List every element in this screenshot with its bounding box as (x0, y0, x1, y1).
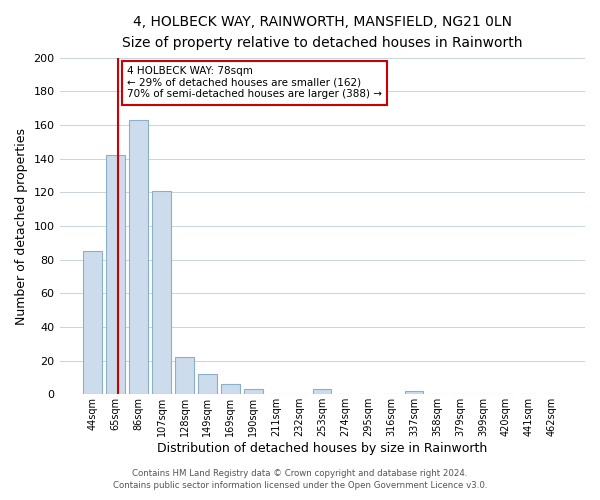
Bar (130, 120, 148, 394)
Bar (106, 156, 125, 394)
Bar (175, 358, 194, 395)
Text: 4 HOLBECK WAY: 78sqm
← 29% of detached houses are smaller (162)
70% of semi-deta: 4 HOLBECK WAY: 78sqm ← 29% of detached h… (127, 66, 382, 100)
Bar (152, 190, 170, 394)
Bar (198, 374, 217, 394)
Text: Contains HM Land Registry data © Crown copyright and database right 2024.
Contai: Contains HM Land Registry data © Crown c… (113, 468, 487, 490)
Y-axis label: Number of detached properties: Number of detached properties (15, 128, 28, 324)
Bar (405, 391, 424, 394)
Bar (244, 389, 263, 394)
Title: 4, HOLBECK WAY, RAINWORTH, MANSFIELD, NG21 0LN
Size of property relative to deta: 4, HOLBECK WAY, RAINWORTH, MANSFIELD, NG… (122, 15, 523, 50)
X-axis label: Distribution of detached houses by size in Rainworth: Distribution of detached houses by size … (157, 442, 487, 455)
Bar (313, 389, 331, 394)
Bar (83, 251, 102, 394)
Bar (221, 384, 239, 394)
